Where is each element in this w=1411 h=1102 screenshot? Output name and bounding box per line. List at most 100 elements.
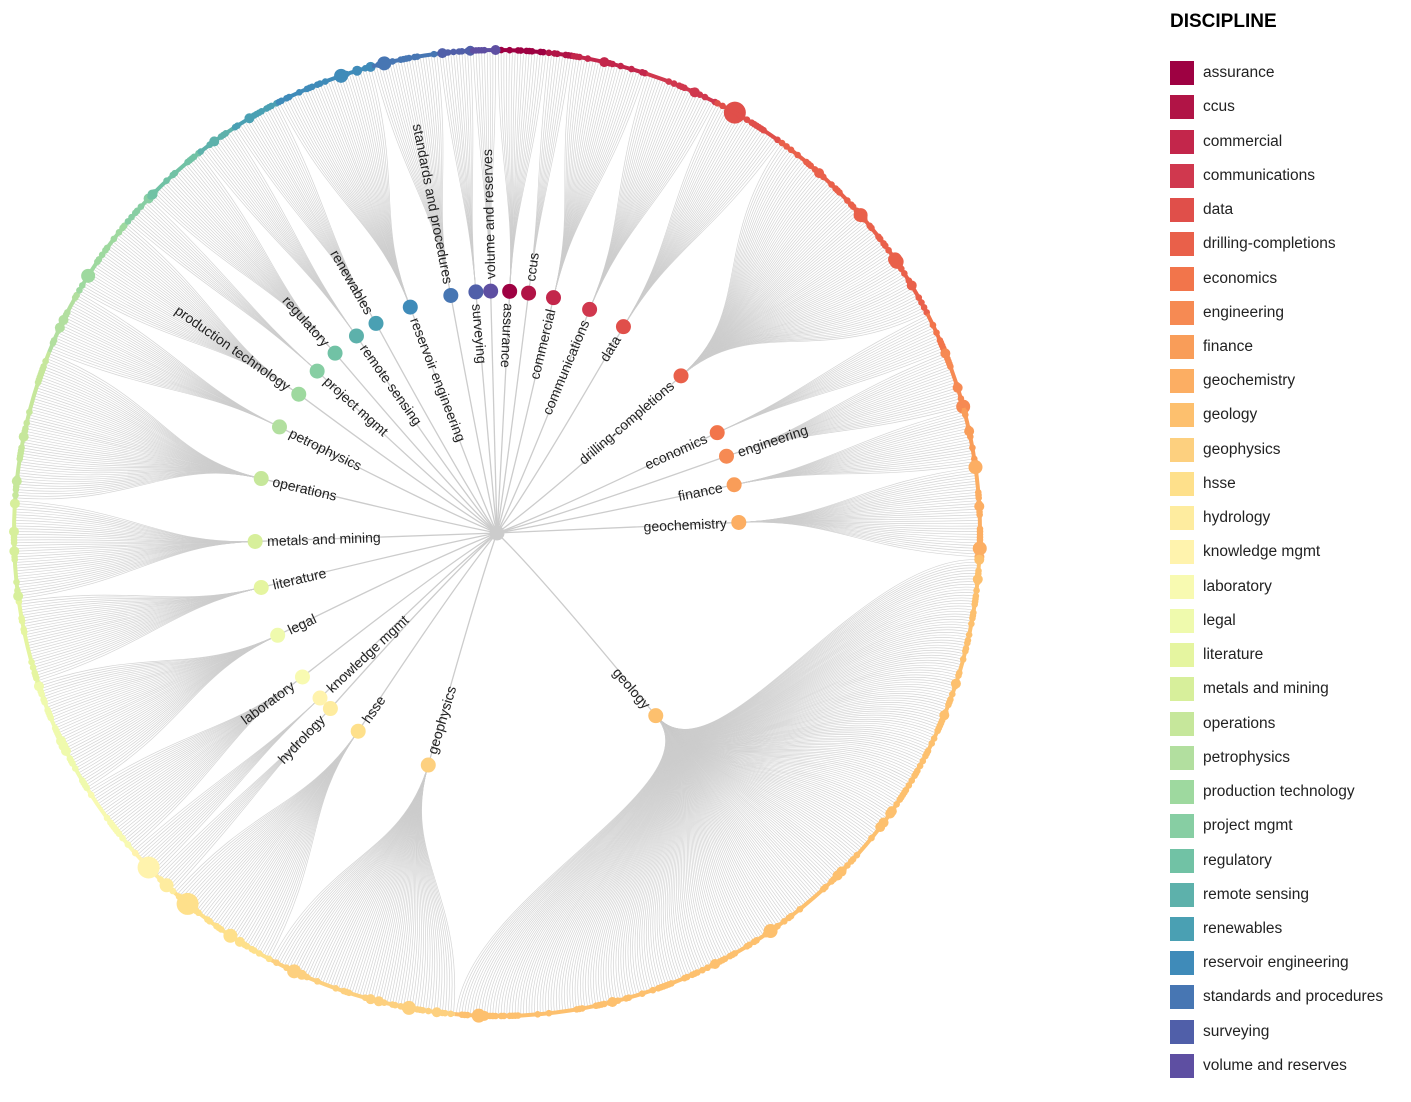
link bbox=[49, 634, 278, 716]
discipline-node[interactable] bbox=[348, 328, 364, 344]
leaf-ring-segment bbox=[496, 48, 548, 55]
legend-item[interactable]: regulatory bbox=[1170, 843, 1383, 877]
link bbox=[271, 764, 429, 961]
discipline-node[interactable] bbox=[615, 319, 631, 335]
discipline-node[interactable] bbox=[648, 708, 664, 724]
discipline-node[interactable] bbox=[327, 345, 343, 361]
legend-swatch bbox=[1170, 369, 1194, 394]
legend-item[interactable]: communications bbox=[1170, 159, 1383, 193]
link bbox=[717, 350, 945, 433]
discipline-node[interactable] bbox=[709, 425, 725, 441]
legend-item[interactable]: engineering bbox=[1170, 296, 1383, 330]
root-link bbox=[490, 291, 498, 534]
legend-item[interactable]: geochemistry bbox=[1170, 364, 1383, 398]
link bbox=[589, 73, 648, 310]
legend-item[interactable]: finance bbox=[1170, 330, 1383, 364]
legend-swatch bbox=[1170, 814, 1194, 839]
link bbox=[553, 60, 597, 298]
discipline-node[interactable] bbox=[253, 579, 269, 595]
root-link bbox=[496, 309, 591, 534]
legend-label: hydrology bbox=[1203, 509, 1271, 527]
discipline-node[interactable] bbox=[483, 283, 499, 299]
discipline-node[interactable] bbox=[247, 533, 263, 549]
legend-item[interactable]: volume and reserves bbox=[1170, 1049, 1383, 1083]
legend-swatch bbox=[1170, 300, 1194, 325]
legend-item[interactable]: hsse bbox=[1170, 467, 1383, 501]
legend-item[interactable]: hydrology bbox=[1170, 501, 1383, 535]
legend-label: reservoir engineering bbox=[1203, 954, 1349, 972]
root-link bbox=[496, 291, 511, 534]
discipline-node[interactable] bbox=[420, 757, 436, 773]
root-link bbox=[261, 532, 498, 589]
link bbox=[464, 51, 477, 292]
legend-item[interactable]: economics bbox=[1170, 261, 1383, 295]
root-link bbox=[355, 335, 498, 534]
legend-label: standards and procedures bbox=[1203, 988, 1384, 1006]
root-link bbox=[261, 477, 498, 534]
discipline-node[interactable] bbox=[443, 287, 459, 303]
discipline-node[interactable] bbox=[291, 386, 307, 402]
link bbox=[18, 587, 262, 602]
discipline-node[interactable] bbox=[502, 283, 518, 299]
discipline-node[interactable] bbox=[271, 419, 287, 435]
legend-item[interactable]: surveying bbox=[1170, 1015, 1383, 1049]
legend-label: data bbox=[1203, 201, 1234, 219]
root-link bbox=[450, 295, 498, 534]
legend-item[interactable]: commercial bbox=[1170, 124, 1383, 158]
discipline-label: data bbox=[596, 333, 624, 365]
discipline-node[interactable] bbox=[582, 301, 598, 317]
legend-item[interactable]: data bbox=[1170, 193, 1383, 227]
discipline-node[interactable] bbox=[350, 723, 366, 739]
discipline-node[interactable] bbox=[468, 284, 484, 300]
discipline-node[interactable] bbox=[253, 471, 269, 487]
discipline-node[interactable] bbox=[521, 285, 537, 301]
legend-item[interactable]: knowledge mgmt bbox=[1170, 535, 1383, 569]
discipline-node[interactable] bbox=[294, 669, 310, 685]
legend-item[interactable]: geology bbox=[1170, 398, 1383, 432]
leaf-ring-segment bbox=[85, 787, 134, 852]
legend-label: volume and reserves bbox=[1203, 1056, 1347, 1074]
legend-item[interactable]: petrophysics bbox=[1170, 741, 1383, 775]
link bbox=[21, 587, 262, 616]
legend-item[interactable]: literature bbox=[1170, 638, 1383, 672]
legend-swatch bbox=[1170, 848, 1194, 873]
legend-item[interactable]: project mgmt bbox=[1170, 809, 1383, 843]
leaf-ring-segment bbox=[942, 351, 966, 409]
legend-item[interactable]: standards and procedures bbox=[1170, 980, 1383, 1014]
legend-swatch bbox=[1170, 882, 1194, 907]
discipline-node[interactable] bbox=[368, 315, 384, 331]
legend-item[interactable]: reservoir engineering bbox=[1170, 946, 1383, 980]
root-link bbox=[319, 532, 498, 699]
link bbox=[77, 292, 280, 428]
link bbox=[268, 731, 359, 959]
discipline-node[interactable] bbox=[726, 477, 742, 493]
discipline-node[interactable] bbox=[731, 514, 747, 530]
legend-item[interactable]: renewables bbox=[1170, 912, 1383, 946]
legend-item[interactable]: assurance bbox=[1170, 56, 1383, 90]
discipline-node[interactable] bbox=[312, 690, 328, 706]
leaf-ring-segment bbox=[645, 71, 718, 105]
discipline-node[interactable] bbox=[322, 701, 338, 717]
link bbox=[232, 128, 357, 337]
legend-item[interactable]: drilling-completions bbox=[1170, 227, 1383, 261]
discipline-node[interactable] bbox=[673, 368, 689, 384]
discipline-node[interactable] bbox=[545, 290, 561, 306]
legend-item[interactable]: laboratory bbox=[1170, 570, 1383, 604]
discipline-node[interactable] bbox=[402, 299, 418, 315]
legend-item[interactable]: geophysics bbox=[1170, 433, 1383, 467]
legend-swatch bbox=[1170, 506, 1194, 531]
legend-item[interactable]: operations bbox=[1170, 706, 1383, 740]
legend-swatch bbox=[1170, 711, 1194, 736]
discipline-node[interactable] bbox=[309, 363, 325, 379]
legend-item[interactable]: remote sensing bbox=[1170, 878, 1383, 912]
root-link bbox=[496, 484, 735, 534]
root-link bbox=[255, 532, 498, 543]
discipline-node[interactable] bbox=[270, 627, 286, 643]
legend-item[interactable]: production technology bbox=[1170, 775, 1383, 809]
link bbox=[553, 58, 586, 298]
legend-item[interactable]: metals and mining bbox=[1170, 672, 1383, 706]
legend-item[interactable]: ccus bbox=[1170, 90, 1383, 124]
root-link bbox=[357, 532, 498, 732]
legend-item[interactable]: legal bbox=[1170, 604, 1383, 638]
discipline-node[interactable] bbox=[718, 448, 734, 464]
